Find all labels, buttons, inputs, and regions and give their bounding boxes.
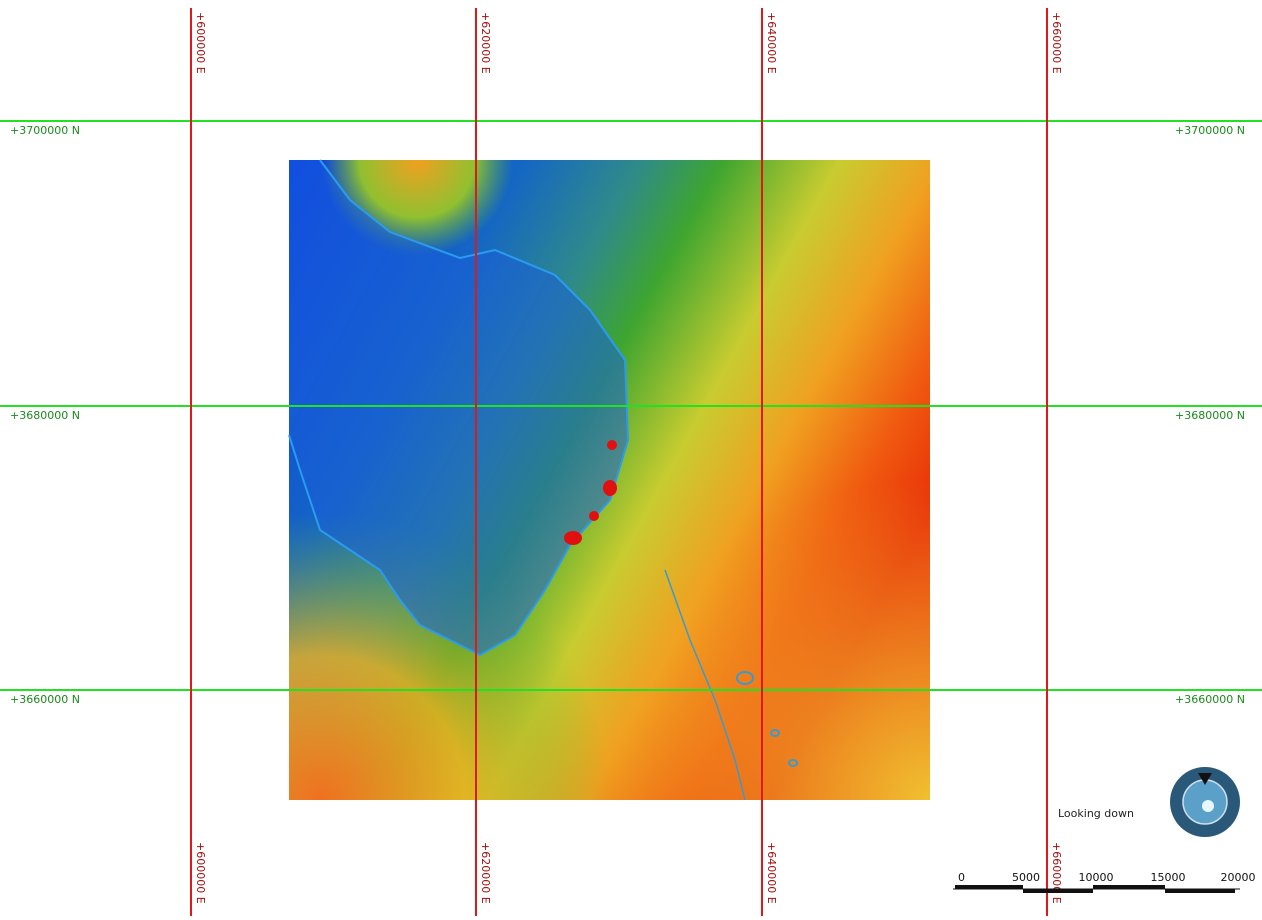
easting-label: +660000 E — [1050, 842, 1063, 904]
point-feature — [607, 440, 617, 450]
easting-label: +600000 E — [194, 842, 207, 904]
compass-label: Looking down — [1058, 807, 1134, 820]
northing-label: +3660000 N — [1175, 693, 1245, 706]
easting-label: +640000 E — [765, 12, 778, 74]
scale-label: 20000 — [1221, 871, 1256, 884]
easting-label: +660000 E — [1050, 12, 1063, 74]
easting-label: +640000 E — [765, 842, 778, 904]
scale-label: 15000 — [1151, 871, 1186, 884]
scale-label: 5000 — [1012, 871, 1040, 884]
easting-label: +620000 E — [479, 12, 492, 74]
northing-label: +3680000 N — [10, 409, 80, 422]
point-feature — [603, 480, 617, 496]
compass-center — [1202, 800, 1214, 812]
scale-label: 10000 — [1079, 871, 1114, 884]
easting-label: +600000 E — [194, 12, 207, 74]
easting-label: +620000 E — [479, 842, 492, 904]
point-feature — [589, 511, 599, 521]
map-view: +3700000 N +3700000 N +3680000 N +3680000 N… — [0, 0, 1262, 916]
scale-bar: 0 5000 10000 15000 20000 — [953, 871, 1256, 893]
scale-segment — [1023, 889, 1093, 893]
northing-label: +3700000 N — [10, 124, 80, 137]
northing-label: +3680000 N — [1175, 409, 1245, 422]
scale-segment — [955, 885, 1023, 889]
compass[interactable]: Looking down — [1058, 767, 1240, 837]
scale-segment — [1165, 889, 1235, 893]
elevation-raster — [289, 160, 930, 800]
scale-label: 0 — [958, 871, 965, 884]
point-feature — [564, 531, 582, 545]
scale-segment — [1093, 885, 1165, 889]
northing-label: +3700000 N — [1175, 124, 1245, 137]
northing-label: +3660000 N — [10, 693, 80, 706]
